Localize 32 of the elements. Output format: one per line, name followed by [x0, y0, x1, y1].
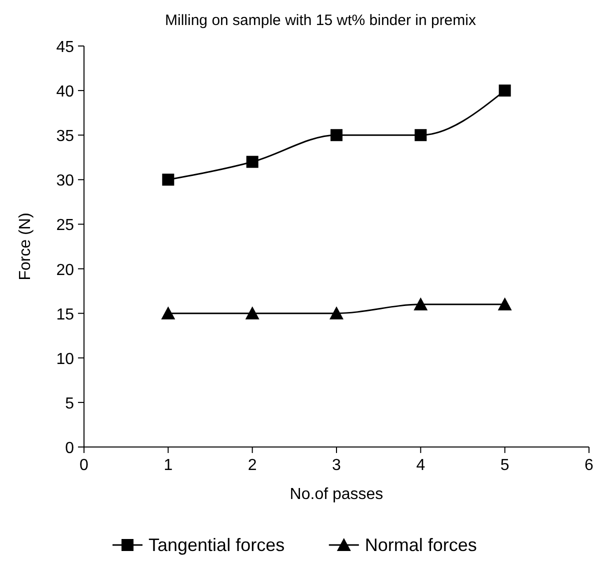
x-tick-label: 5: [500, 457, 510, 474]
chart-title: Milling on sample with 15 wt% binder in premix: [165, 12, 476, 29]
point: [330, 306, 344, 320]
y-tick-label: 0: [65, 440, 74, 457]
y-tick-label: 40: [56, 84, 74, 101]
x-axis-title: No.of passes: [290, 486, 384, 503]
y-tick-label: 15: [56, 306, 74, 324]
y-tick-label: 5: [65, 395, 74, 412]
x-tick-label: 3: [332, 457, 342, 474]
y-tick-label: 30: [56, 172, 74, 190]
point: [498, 84, 511, 97]
y-tick-label: 35: [56, 128, 74, 146]
y-tick-label: 25: [56, 217, 74, 234]
x-tick-label: 4: [416, 457, 426, 474]
point: [246, 156, 258, 168]
x-tick-label: 0: [80, 457, 89, 474]
point: [330, 129, 342, 142]
point: [245, 306, 260, 320]
x-tick-label: 6: [584, 457, 594, 474]
point: [414, 297, 428, 310]
point: [498, 297, 512, 310]
point: [414, 129, 427, 142]
y-tick-label: 45: [56, 39, 74, 56]
x-tick-label: 1: [164, 457, 173, 474]
x-tick-label: 2: [248, 457, 257, 474]
y-axis-title: Force (N): [17, 212, 34, 280]
point: [162, 174, 174, 186]
y-tick-label: 10: [56, 350, 74, 368]
legend-label: Tangential forces: [148, 535, 285, 555]
legend-label: Normal forces: [364, 535, 477, 555]
y-tick-label: 20: [56, 262, 74, 279]
point: [161, 306, 176, 320]
